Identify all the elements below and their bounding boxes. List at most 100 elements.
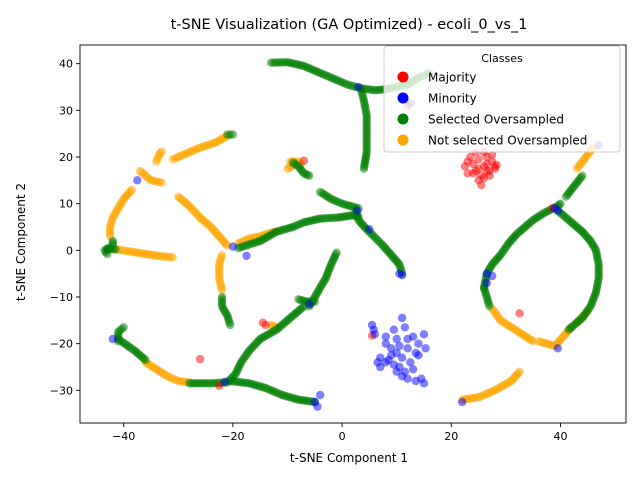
legend-marker	[397, 92, 409, 104]
x-tick-label: −20	[221, 430, 244, 443]
data-point	[168, 253, 177, 262]
chart-title: t-SNE Visualization (GA Optimized) - eco…	[171, 17, 528, 33]
data-point	[419, 330, 429, 339]
legend-entry: Not selected Oversampled	[428, 134, 587, 148]
legend-marker	[397, 113, 409, 125]
data-point	[365, 225, 374, 234]
data-point	[299, 156, 309, 165]
data-point	[157, 178, 167, 187]
data-point	[515, 367, 524, 376]
data-point	[395, 341, 404, 351]
legend: Classes Majority Minority Selected Oversamp…	[383, 45, 621, 153]
data-point	[492, 160, 501, 170]
data-point	[242, 251, 251, 261]
x-tick-label: 20	[444, 430, 458, 443]
data-point	[553, 206, 562, 215]
data-point	[408, 365, 418, 374]
y-tick-label: 0	[66, 244, 73, 257]
data-point	[353, 206, 362, 215]
data-point	[389, 325, 399, 334]
data-point	[406, 358, 415, 367]
data-point	[419, 379, 429, 388]
data-point	[217, 285, 227, 295]
data-point	[185, 379, 194, 388]
data-point	[228, 130, 238, 139]
axes: −40 −20 0 20 40 −30 −20 −10 0 10 20 30 40	[50, 44, 627, 443]
y-tick-label: −20	[50, 338, 73, 351]
data-point	[220, 377, 229, 387]
data-point	[141, 355, 150, 365]
data-point	[316, 390, 325, 400]
data-point	[228, 242, 238, 251]
legend-box	[383, 45, 621, 153]
data-point	[468, 159, 478, 169]
data-point	[482, 278, 491, 288]
data-point	[403, 374, 412, 383]
data-point	[389, 360, 399, 369]
data-point	[564, 325, 573, 334]
legend-entry: Minority	[428, 92, 477, 106]
x-tick-label: −40	[112, 430, 135, 443]
data-point	[482, 159, 491, 169]
x-tick-label: 40	[553, 430, 567, 443]
legend-entry: Selected Oversampled	[428, 113, 564, 127]
data-point	[414, 339, 423, 348]
data-point	[354, 82, 363, 92]
data-point	[392, 367, 401, 376]
data-point	[387, 351, 396, 360]
data-point	[195, 354, 205, 364]
data-point	[157, 147, 167, 156]
axes-frame	[79, 44, 627, 424]
data-point	[488, 271, 497, 281]
data-point	[370, 330, 379, 339]
data-point	[305, 171, 314, 180]
data-point	[421, 344, 430, 353]
legend-marker	[397, 71, 409, 83]
data-point	[474, 164, 483, 173]
data-point	[400, 323, 410, 332]
data-point	[381, 339, 390, 348]
data-point	[261, 320, 270, 330]
data-point	[108, 334, 118, 344]
data-point	[485, 171, 494, 180]
data-point	[373, 358, 382, 367]
data-point	[310, 397, 319, 407]
x-tick-label: 0	[339, 430, 346, 443]
data-point	[477, 180, 486, 190]
data-point	[359, 164, 369, 173]
y-tick-label: 20	[59, 151, 73, 164]
data-point	[485, 302, 494, 311]
data-point	[397, 270, 407, 280]
data-point	[111, 245, 120, 254]
data-point	[474, 155, 483, 164]
data-point	[397, 313, 407, 323]
data-point	[392, 334, 401, 344]
legend-entry: Majority	[428, 71, 476, 85]
data-point	[305, 299, 314, 309]
legend-marker	[397, 134, 409, 146]
data-point	[515, 309, 524, 318]
data-point	[553, 344, 562, 353]
data-point	[408, 332, 418, 341]
data-point	[381, 358, 390, 367]
data-point	[403, 344, 412, 353]
data-point	[381, 332, 390, 341]
data-point	[488, 150, 497, 159]
data-point	[463, 169, 472, 178]
x-axis-label: t-SNE Component 1	[290, 451, 408, 465]
y-tick-label: 10	[59, 198, 73, 211]
data-point	[397, 353, 407, 362]
data-point	[466, 152, 475, 162]
y-tick-label: −30	[50, 384, 73, 397]
y-tick-label: 40	[59, 58, 73, 71]
data-point	[226, 320, 235, 330]
data-point	[556, 199, 565, 208]
y-tick-label: −10	[50, 291, 73, 304]
data-point	[414, 351, 423, 360]
data-point	[578, 171, 587, 180]
y-axis-label: t-SNE Component 2	[14, 183, 28, 301]
legend-title: Classes	[481, 52, 523, 65]
y-tick-label: 30	[59, 104, 73, 117]
data-point	[133, 176, 142, 185]
